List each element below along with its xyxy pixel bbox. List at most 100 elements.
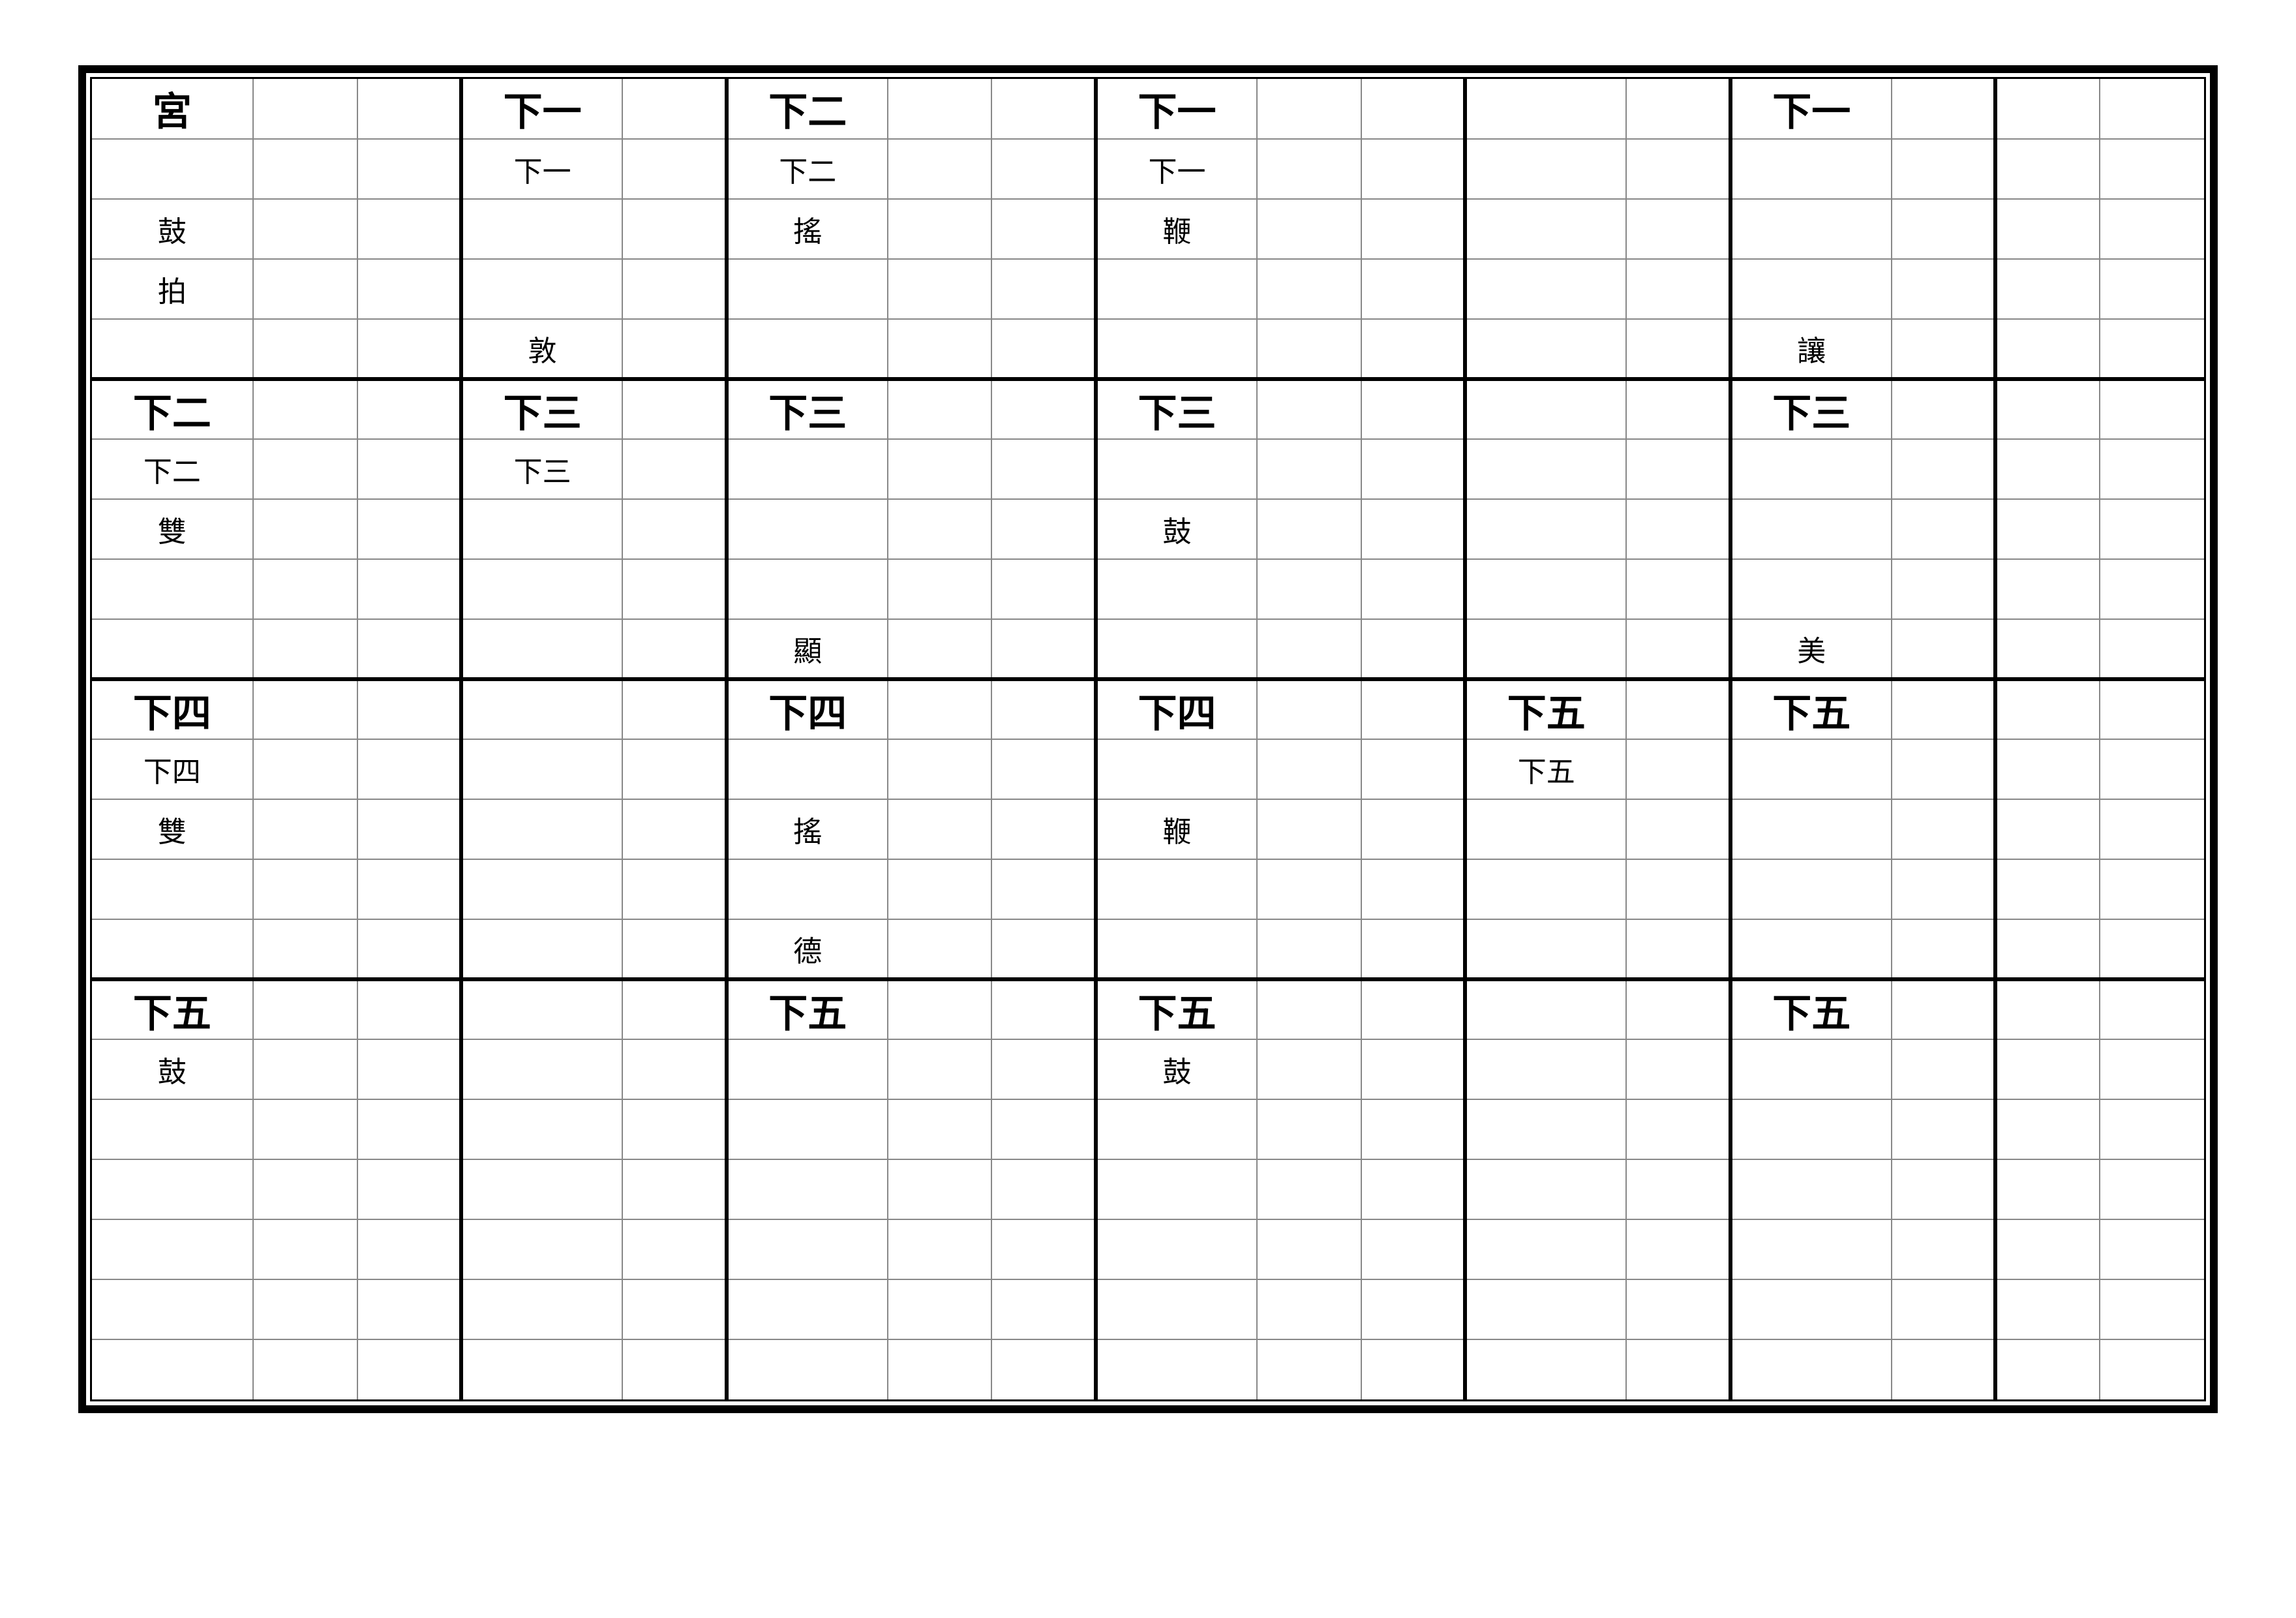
notation-cell [1730, 1219, 1892, 1279]
notation-row: 下二下三下三下三下三 [92, 379, 2204, 439]
notation-cell: 鼓 [1096, 1039, 1257, 1099]
notation-cell [253, 1279, 357, 1339]
notation-cell [357, 859, 462, 919]
notation-cell [1995, 1159, 2100, 1219]
notation-cell [1361, 979, 1466, 1039]
notation-cell [253, 979, 357, 1039]
notation-cell [991, 499, 1096, 559]
notation-cell [253, 799, 357, 859]
notation-cell [357, 139, 462, 199]
notation-cell [1730, 559, 1892, 619]
notation-cell [2100, 1159, 2204, 1219]
notation-cell [357, 1279, 462, 1339]
notation-cell [991, 1159, 1096, 1219]
cell-text: 下一 [504, 91, 582, 134]
cell-text: 宮 [153, 91, 192, 134]
notation-cell: 鼓 [92, 1039, 253, 1099]
notation-cell [1892, 1159, 1996, 1219]
notation-cell [1892, 859, 1996, 919]
notation-cell [1257, 199, 1361, 259]
notation-cell [1730, 199, 1892, 259]
notation-cell [1626, 1279, 1730, 1339]
notation-cell [622, 559, 727, 619]
notation-cell [92, 319, 253, 379]
notation-cell [888, 799, 992, 859]
notation-cell [1730, 859, 1892, 919]
page: 宮下一下二下一下一下一下二下一鼓搖鞭拍敦讓下二下三下三下三下三下二下三雙鼓顯美下… [0, 0, 2296, 1618]
notation-cell [461, 499, 622, 559]
cell-text: 下四 [133, 692, 211, 735]
notation-cell [1465, 559, 1626, 619]
notation-cell [727, 1219, 888, 1279]
notation-cell [1995, 919, 2100, 979]
notation-cell [2100, 979, 2204, 1039]
notation-cell [1465, 379, 1626, 439]
notation-cell [1257, 619, 1361, 679]
notation-cell [461, 979, 622, 1039]
notation-cell [1995, 1279, 2100, 1339]
notation-cell [622, 619, 727, 679]
notation-cell [991, 1279, 1096, 1339]
notation-cell [1730, 139, 1892, 199]
notation-cell [1995, 1039, 2100, 1099]
notation-cell [727, 559, 888, 619]
notation-cell [622, 499, 727, 559]
notation-cell [1995, 619, 2100, 679]
notation-cell [461, 859, 622, 919]
notation-cell [357, 979, 462, 1039]
notation-cell [92, 1219, 253, 1279]
notation-cell [461, 739, 622, 799]
notation-cell [1626, 559, 1730, 619]
cell-text: 下五 [1772, 692, 1850, 735]
cell-text: 下一 [1772, 91, 1850, 134]
notation-cell [1361, 799, 1466, 859]
notation-cell [1361, 319, 1466, 379]
notation-cell [1465, 859, 1626, 919]
notation-cell [2100, 739, 2204, 799]
notation-cell [1465, 919, 1626, 979]
notation-cell: 下四 [727, 679, 888, 739]
notation-cell [1626, 499, 1730, 559]
cell-text: 鞭 [1162, 216, 1191, 248]
notation-cell [1730, 1099, 1892, 1159]
notation-cell: 下一 [461, 139, 622, 199]
notation-cell: 鼓 [1096, 499, 1257, 559]
notation-cell [1465, 1159, 1626, 1219]
notation-cell [357, 739, 462, 799]
notation-cell [1257, 1279, 1361, 1339]
notation-cell [888, 919, 992, 979]
notation-cell: 下五 [92, 979, 253, 1039]
notation-cell [1995, 199, 2100, 259]
notation-cell: 雙 [92, 799, 253, 859]
notation-cell [622, 1279, 727, 1339]
notation-cell [1361, 1159, 1466, 1219]
notation-cell [1257, 1159, 1361, 1219]
notation-cell: 下五 [727, 979, 888, 1039]
notation-cell [888, 1159, 992, 1219]
notation-row: 下一下二下一 [92, 139, 2204, 199]
notation-cell [622, 799, 727, 859]
notation-cell [253, 559, 357, 619]
notation-cell [357, 1099, 462, 1159]
cell-text: 顯 [793, 635, 822, 667]
notation-row: 下四下四下四下五下五 [92, 679, 2204, 739]
notation-cell [1995, 1339, 2100, 1399]
notation-cell [357, 1219, 462, 1279]
notation-cell [991, 1219, 1096, 1279]
notation-cell [1257, 379, 1361, 439]
notation-cell: 下三 [727, 379, 888, 439]
notation-cell [1361, 139, 1466, 199]
notation-cell [357, 1039, 462, 1099]
notation-cell [461, 1039, 622, 1099]
notation-cell [253, 1039, 357, 1099]
notation-cell: 搖 [727, 199, 888, 259]
notation-cell [1096, 439, 1257, 499]
notation-cell [461, 1099, 622, 1159]
cell-text: 下一 [514, 156, 571, 188]
notation-cell [1257, 1039, 1361, 1099]
notation-cell [1892, 559, 1996, 619]
notation-cell [253, 1219, 357, 1279]
notation-cell [1995, 1219, 2100, 1279]
notation-cell [1730, 499, 1892, 559]
notation-cell [991, 259, 1096, 319]
